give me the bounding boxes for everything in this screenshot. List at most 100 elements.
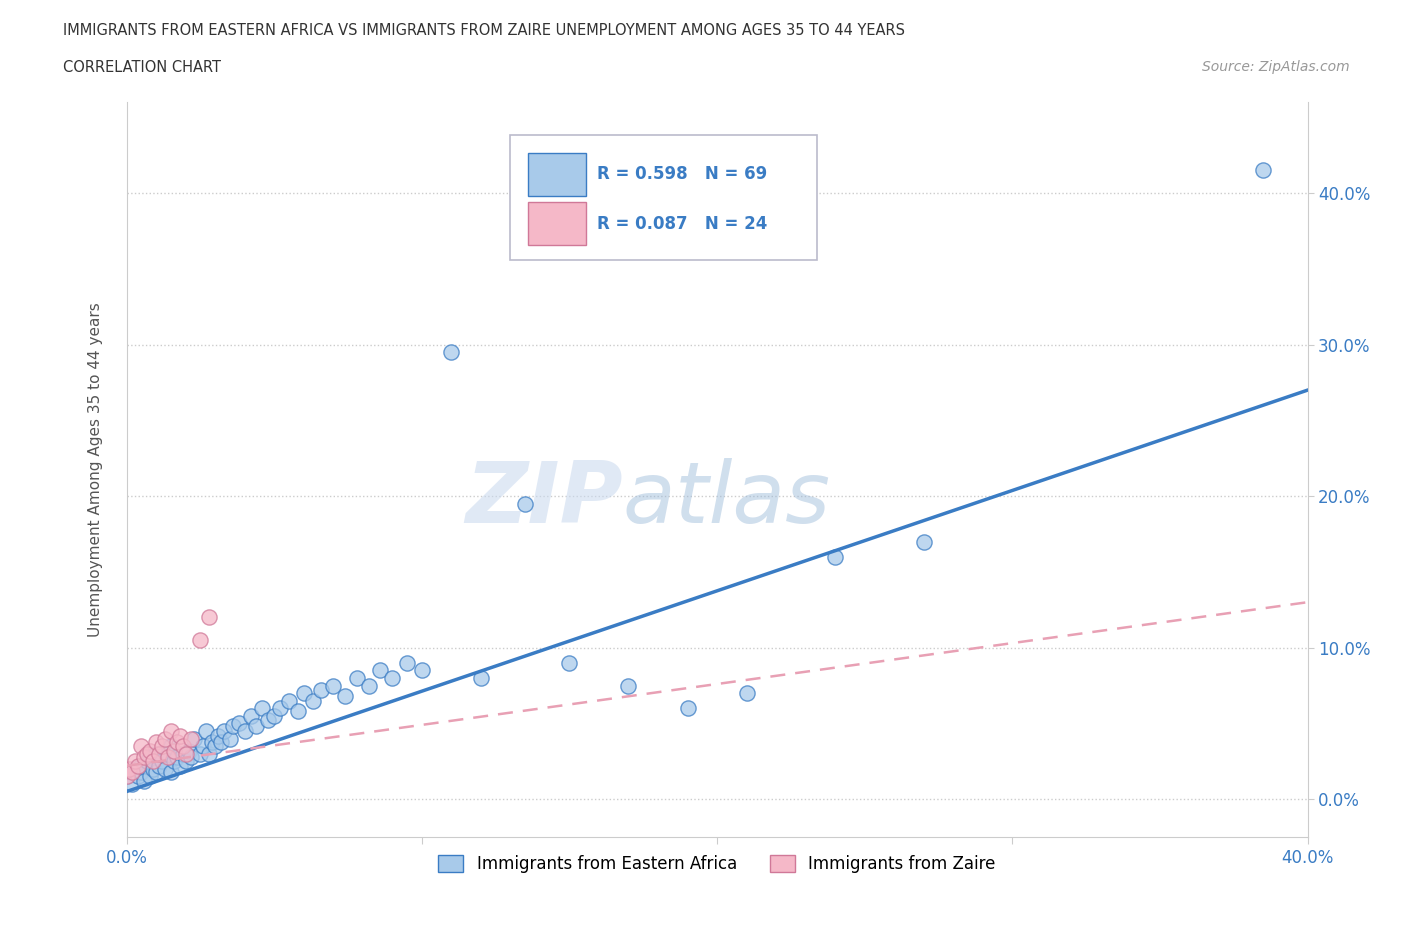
- Point: [219, 731, 242, 746]
- Point: [115, 769, 138, 784]
- Point: [172, 746, 194, 761]
- Text: CORRELATION CHART: CORRELATION CHART: [63, 60, 221, 75]
- Point: [150, 738, 173, 753]
- Point: [153, 762, 176, 777]
- Point: [145, 764, 167, 779]
- Point: [180, 750, 202, 764]
- Text: ZIP: ZIP: [465, 458, 623, 540]
- Point: [333, 689, 356, 704]
- Point: [222, 719, 245, 734]
- Text: Source: ZipAtlas.com: Source: ZipAtlas.com: [1202, 60, 1350, 74]
- Point: [212, 724, 235, 738]
- Point: [127, 758, 149, 773]
- Point: [381, 671, 404, 685]
- Point: [292, 685, 315, 700]
- Point: [124, 762, 146, 777]
- Point: [118, 762, 141, 777]
- Point: [142, 754, 165, 769]
- Point: [207, 728, 229, 743]
- Point: [136, 746, 159, 761]
- Point: [180, 731, 202, 746]
- Point: [166, 750, 188, 764]
- Point: [311, 683, 333, 698]
- Point: [127, 769, 149, 784]
- Point: [174, 754, 197, 769]
- Point: [136, 754, 159, 769]
- Point: [188, 632, 212, 647]
- Point: [174, 746, 197, 761]
- Point: [346, 671, 368, 685]
- Point: [183, 731, 205, 746]
- Point: [233, 724, 256, 738]
- Point: [252, 701, 274, 716]
- Point: [440, 345, 463, 360]
- Point: [169, 728, 191, 743]
- Point: [163, 743, 186, 758]
- Point: [195, 724, 218, 738]
- Point: [172, 738, 194, 753]
- Point: [129, 758, 153, 773]
- Point: [153, 731, 176, 746]
- Point: [160, 764, 183, 779]
- Point: [617, 678, 640, 693]
- Point: [676, 701, 699, 716]
- Legend: Immigrants from Eastern Africa, Immigrants from Zaire: Immigrants from Eastern Africa, Immigran…: [432, 848, 1002, 880]
- Point: [121, 777, 143, 791]
- Point: [163, 754, 186, 769]
- Point: [156, 746, 179, 761]
- Point: [156, 750, 179, 764]
- Point: [139, 743, 162, 758]
- Point: [735, 685, 758, 700]
- Point: [166, 734, 188, 749]
- Point: [139, 750, 162, 764]
- Point: [239, 709, 262, 724]
- Point: [115, 769, 138, 784]
- Point: [142, 762, 165, 777]
- Text: R = 0.087   N = 24: R = 0.087 N = 24: [596, 215, 766, 232]
- Point: [169, 758, 191, 773]
- Point: [301, 693, 323, 708]
- Point: [198, 610, 221, 625]
- Point: [245, 719, 267, 734]
- Text: R = 0.598   N = 69: R = 0.598 N = 69: [596, 166, 766, 183]
- Point: [193, 738, 215, 753]
- Point: [145, 746, 167, 761]
- Point: [263, 709, 285, 724]
- Point: [198, 746, 221, 761]
- Point: [188, 746, 212, 761]
- Point: [278, 693, 301, 708]
- FancyBboxPatch shape: [529, 202, 586, 246]
- Point: [370, 663, 392, 678]
- FancyBboxPatch shape: [529, 153, 586, 196]
- Point: [515, 497, 537, 512]
- Text: IMMIGRANTS FROM EASTERN AFRICA VS IMMIGRANTS FROM ZAIRE UNEMPLOYMENT AMONG AGES : IMMIGRANTS FROM EASTERN AFRICA VS IMMIGR…: [63, 23, 905, 38]
- Point: [287, 704, 309, 719]
- Point: [357, 678, 380, 693]
- Point: [150, 754, 173, 769]
- Point: [228, 716, 250, 731]
- Y-axis label: Unemployment Among Ages 35 to 44 years: Unemployment Among Ages 35 to 44 years: [89, 302, 103, 637]
- Point: [396, 656, 419, 671]
- Point: [257, 713, 280, 728]
- Point: [1253, 163, 1275, 178]
- Point: [411, 663, 433, 678]
- Point: [177, 743, 200, 758]
- Point: [160, 738, 183, 753]
- Point: [204, 738, 226, 753]
- Point: [129, 764, 153, 779]
- Point: [134, 750, 156, 764]
- Point: [160, 724, 183, 738]
- Point: [124, 754, 146, 769]
- Point: [912, 534, 935, 549]
- Point: [269, 701, 291, 716]
- Point: [145, 734, 167, 749]
- Point: [201, 734, 224, 749]
- Point: [134, 774, 156, 789]
- Point: [129, 738, 153, 753]
- Point: [139, 769, 162, 784]
- Point: [121, 764, 143, 779]
- Point: [558, 656, 581, 671]
- Point: [470, 671, 492, 685]
- Point: [209, 734, 232, 749]
- Point: [322, 678, 344, 693]
